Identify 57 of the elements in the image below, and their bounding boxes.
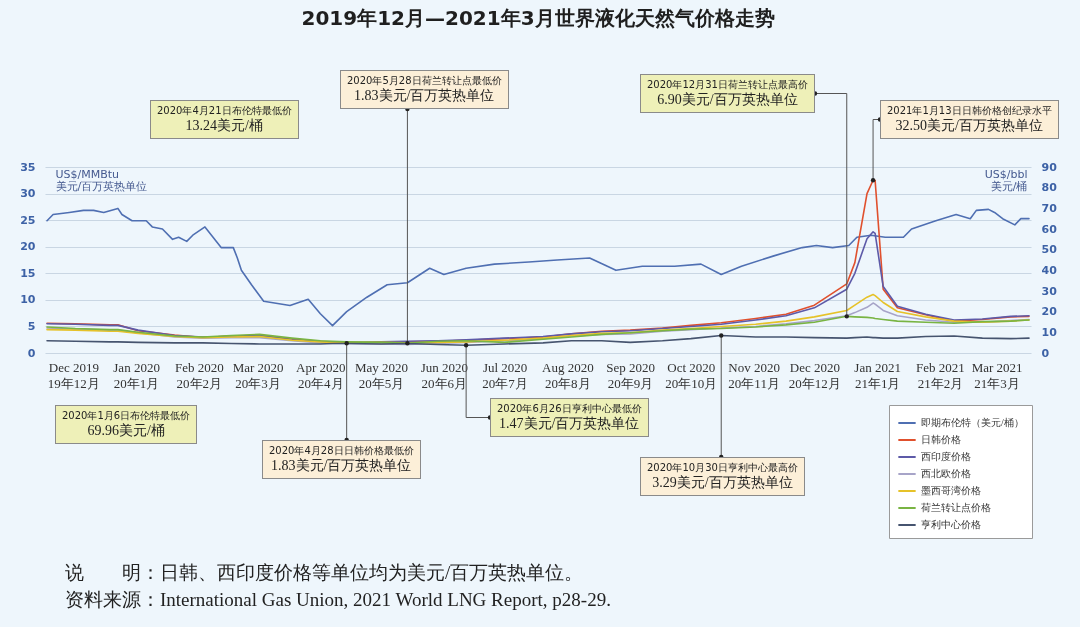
legend-label: 荷兰转让点价格 — [921, 502, 991, 513]
y2-tick-label: 50 — [1041, 243, 1058, 257]
annotation: 2020年6月26日亨利中心最低价 1.47美元/百万英热单位 — [497, 402, 642, 433]
annotation: 2020年5月28日荷兰转让点最低价 1.83美元/百万英热单位 — [347, 74, 502, 105]
y2-tick-label: 20 — [1041, 305, 1058, 319]
legend-label: 即期布伦特（美元/桶） — [921, 417, 1024, 428]
legend-label: 亨利中心价格 — [921, 519, 981, 530]
legend-label: 墨西哥湾价格 — [921, 485, 981, 496]
x-tick-label: Dec 2019 19年12月 — [47, 359, 100, 391]
x-tick-label: Feb 2021 21年2月 — [916, 359, 965, 391]
x-tick-label: Feb 2020 20年2月 — [175, 359, 224, 391]
x-tick-label: Jul 2020 20年7月 — [482, 359, 528, 391]
x-tick-label: Jun 2020 20年6月 — [420, 359, 469, 391]
x-tick-label: Jan 2020 20年1月 — [113, 359, 160, 391]
y-tick-label: 15 — [20, 266, 36, 280]
legend-label: 日韩价格 — [921, 434, 961, 445]
y-axis-title: US$/MMBtu 美元/百万英热单位 — [55, 167, 148, 193]
y-tick-label: 20 — [20, 240, 36, 254]
y2-tick-label: 0 — [1041, 346, 1050, 360]
legend-label: 西北欧价格 — [921, 468, 971, 479]
chart-title: 2019年12月—2021年3月世界液化天然气价格走势 — [301, 6, 775, 30]
text: 资料来源：International Gas Union, 2021 World LNG Report, p28-29. — [65, 588, 611, 612]
x-tick-label: Mar 2020 20年3月 — [232, 359, 284, 391]
line-series — [46, 315, 1030, 345]
y2-tick-label: 90 — [1041, 160, 1058, 174]
y-tick-label: 5 — [27, 319, 36, 333]
y-tick-label: 35 — [20, 160, 36, 174]
annotation: 2020年4月28日日韩价格最低价 1.83美元/百万英热单位 — [269, 444, 414, 475]
y2-tick-label: 10 — [1041, 325, 1058, 339]
y-tick-label: 30 — [20, 187, 36, 201]
x-tick-label: Mar 2021 21年3月 — [971, 359, 1023, 391]
annotation: 2021年1月13日日韩价格创纪录水平 32.50美元/百万英热单位 — [887, 104, 1052, 135]
line-series — [46, 334, 1030, 346]
annotation: 2020年10月30日亨利中心最高价 3.29美元/百万英热单位 — [647, 461, 798, 492]
x-tick-label: Oct 2020 20年10月 — [665, 359, 718, 391]
text: 2020年1月6日布伦特最低价 69.96美元/桶 — [62, 409, 191, 440]
x-tick-label: Nov 2020 20年11月 — [728, 359, 780, 391]
x-tick-label: Apr 2020 20年4月 — [296, 359, 346, 391]
y-tick-label: 25 — [20, 213, 36, 227]
text: 说 明：日韩、西印度价格等单位均为美元/百万英热单位。 — [65, 561, 584, 585]
y2-axis-title: US$/bbl 美元/桶 — [984, 167, 1028, 193]
y2-tick-label: 60 — [1041, 222, 1058, 236]
y2-tick-label: 30 — [1041, 284, 1058, 298]
text: 2020年4月21日布伦特最低价 13.24美元/桶 — [157, 104, 292, 135]
annotation: 2020年12月31日荷兰转让点最高价 6.90美元/百万英热单位 — [647, 78, 808, 109]
y2-tick-label: 40 — [1041, 263, 1058, 277]
y-tick-label: 0 — [27, 346, 36, 360]
x-tick-label: Sep 2020 20年9月 — [606, 359, 655, 391]
legend-label: 西印度价格 — [921, 451, 971, 462]
x-tick-label: May 2020 20年5月 — [355, 359, 409, 391]
x-tick-label: Jan 2021 21年1月 — [854, 359, 901, 391]
y2-tick-label: 70 — [1041, 201, 1058, 215]
x-tick-label: Aug 2020 20年8月 — [542, 359, 594, 391]
y2-tick-label: 80 — [1041, 181, 1058, 195]
line-series — [46, 207, 1030, 327]
x-tick-label: Dec 2020 20年12月 — [788, 359, 841, 391]
y-tick-label: 10 — [20, 293, 36, 307]
